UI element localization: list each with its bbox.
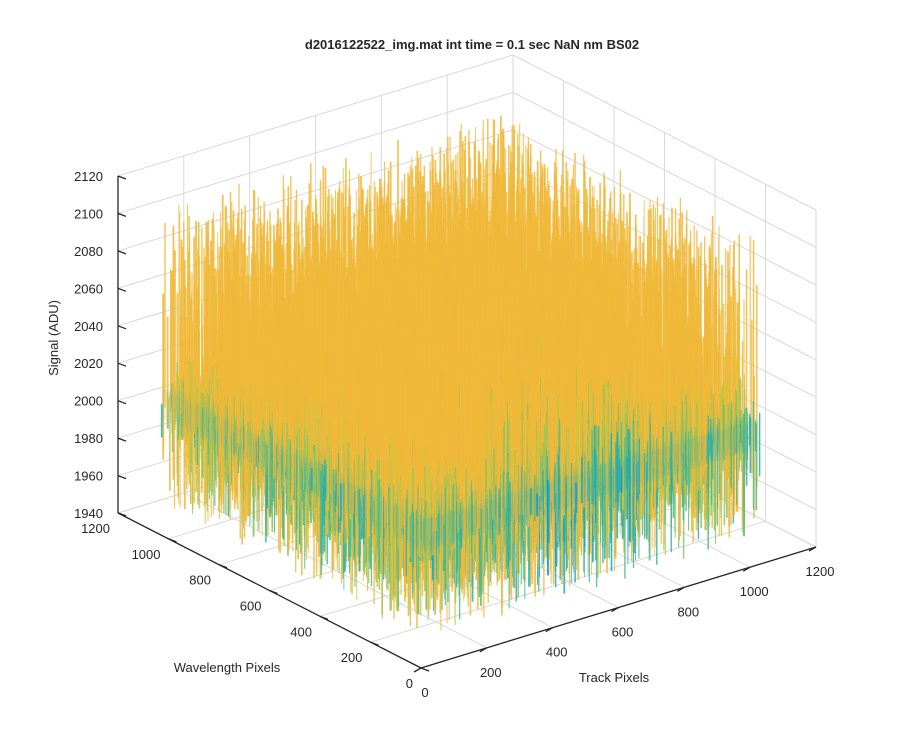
surface (160, 115, 761, 631)
side-wall-grid-z (512, 129, 817, 286)
side-wall-grid-z (512, 54, 817, 211)
back-wall-grid-z (117, 91, 514, 214)
floor-grid-y (370, 520, 766, 643)
back-wall-grid-z (117, 54, 514, 177)
side-wall-grid-z (512, 91, 817, 248)
